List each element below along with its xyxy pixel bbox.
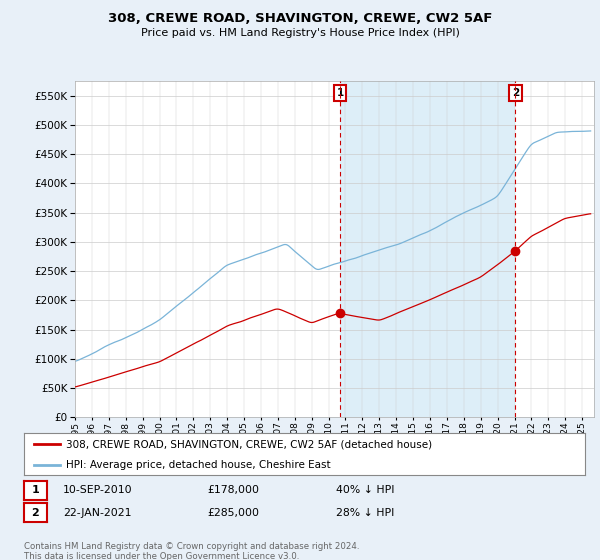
Text: £178,000: £178,000 <box>207 486 259 495</box>
Text: 10-SEP-2010: 10-SEP-2010 <box>63 486 133 495</box>
Text: HPI: Average price, detached house, Cheshire East: HPI: Average price, detached house, Ches… <box>66 460 331 470</box>
Text: 2: 2 <box>512 88 519 98</box>
Text: 308, CREWE ROAD, SHAVINGTON, CREWE, CW2 5AF (detached house): 308, CREWE ROAD, SHAVINGTON, CREWE, CW2 … <box>66 439 432 449</box>
Text: Contains HM Land Registry data © Crown copyright and database right 2024.
This d: Contains HM Land Registry data © Crown c… <box>24 542 359 560</box>
Bar <box>340 81 515 417</box>
Text: 22-JAN-2021: 22-JAN-2021 <box>63 508 131 517</box>
Text: 1: 1 <box>337 88 344 98</box>
Text: £285,000: £285,000 <box>207 508 259 517</box>
Text: Price paid vs. HM Land Registry's House Price Index (HPI): Price paid vs. HM Land Registry's House … <box>140 28 460 38</box>
Text: 1: 1 <box>32 486 39 495</box>
Text: 2: 2 <box>32 508 39 517</box>
Text: 308, CREWE ROAD, SHAVINGTON, CREWE, CW2 5AF: 308, CREWE ROAD, SHAVINGTON, CREWE, CW2 … <box>108 12 492 25</box>
Text: 28% ↓ HPI: 28% ↓ HPI <box>336 508 394 517</box>
Text: 40% ↓ HPI: 40% ↓ HPI <box>336 486 395 495</box>
